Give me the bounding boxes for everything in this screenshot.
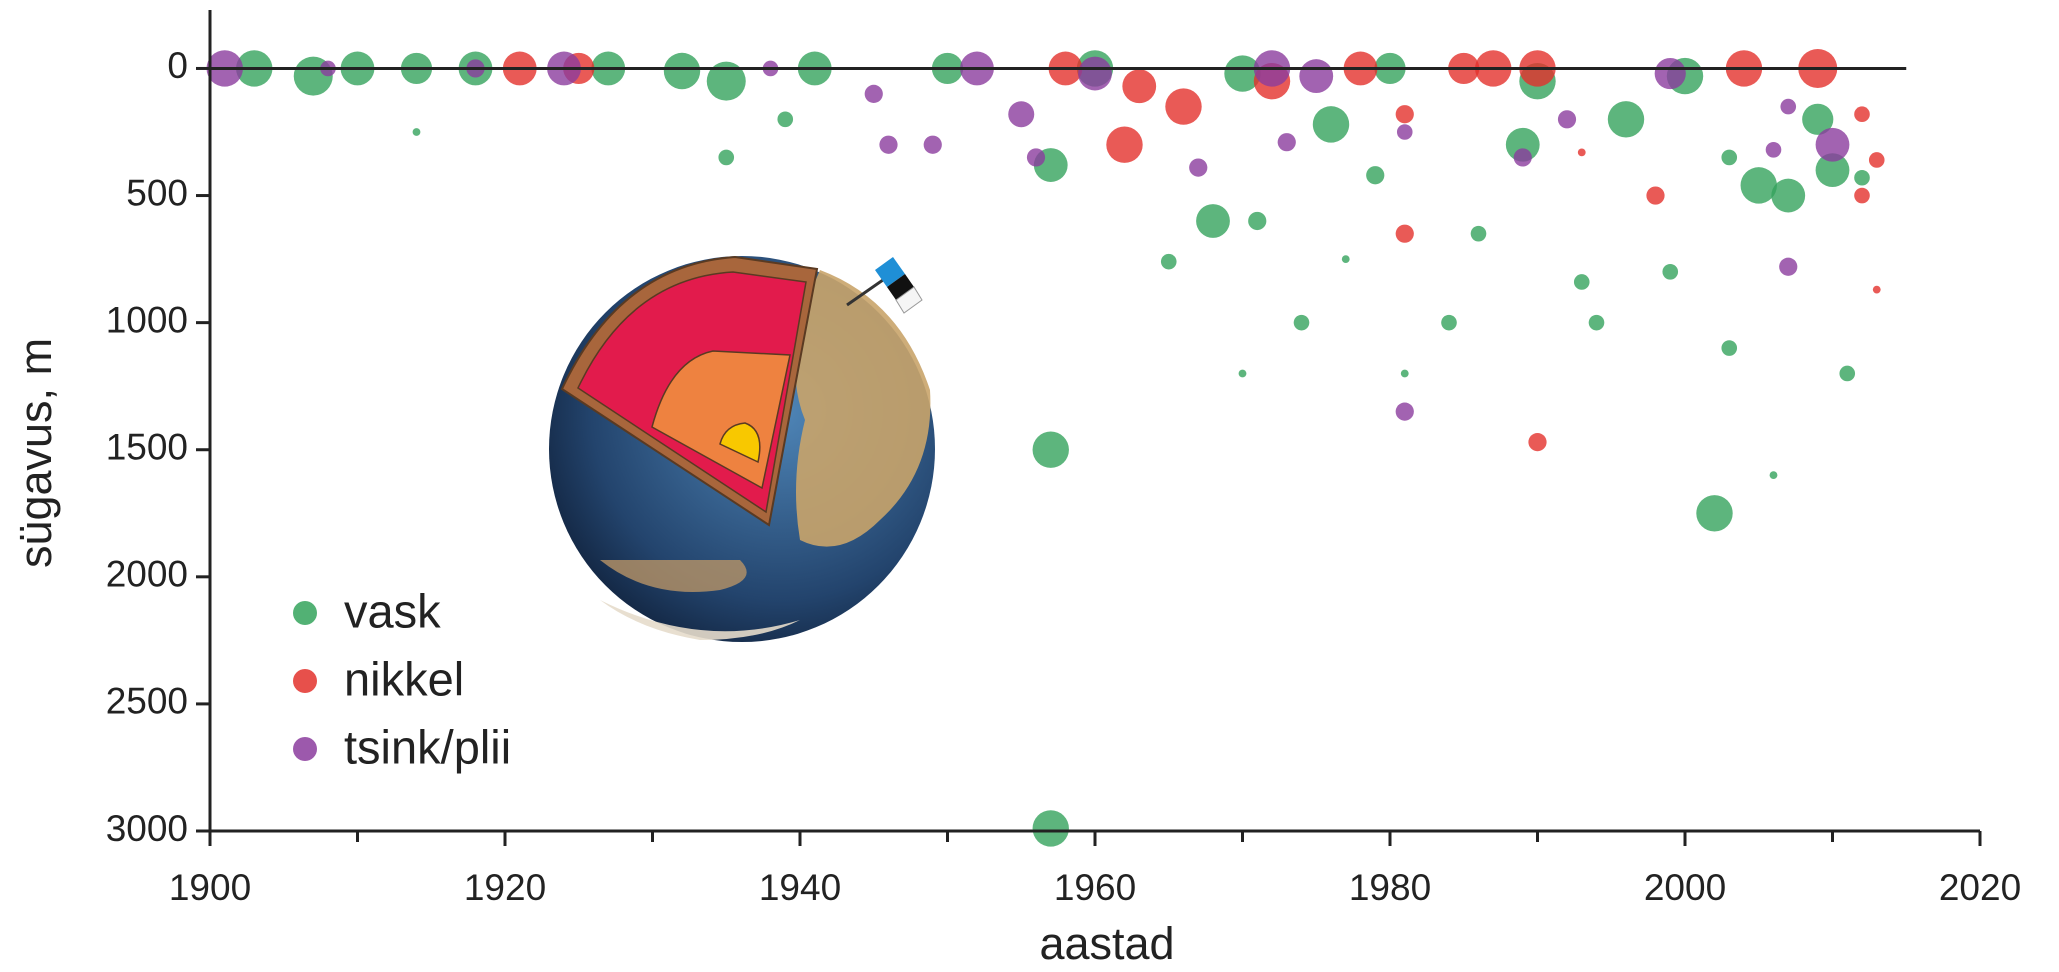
bubble — [1589, 315, 1605, 331]
bubble — [1441, 315, 1457, 331]
chart: aastad sügavus, m 0 500 1000 1500 2000 2500 30… — [0, 0, 2059, 972]
bubble — [413, 128, 421, 136]
bubble — [1122, 69, 1156, 103]
bubble — [1854, 106, 1870, 122]
bubble — [1854, 170, 1870, 186]
bubble — [1248, 212, 1266, 230]
legend-marker — [293, 669, 317, 693]
bubble — [865, 85, 883, 103]
bubble — [1873, 286, 1881, 294]
bubble — [924, 136, 942, 154]
legend-marker — [293, 737, 317, 761]
bubble — [777, 111, 793, 127]
bubble — [1662, 264, 1678, 280]
bubble — [1854, 188, 1870, 204]
bubble — [1741, 167, 1777, 203]
bubble — [1396, 403, 1414, 421]
bubble — [1780, 99, 1796, 115]
legend-label: nikkel — [344, 652, 464, 705]
y-tick-label: 3000 — [106, 808, 188, 849]
page: {"chart_data": {"type": "scatter", "x_la… — [0, 0, 2059, 972]
y-tick-label: 1000 — [106, 299, 188, 340]
globe-illustration — [549, 256, 935, 642]
bubble — [1578, 148, 1586, 156]
bubble — [1396, 225, 1414, 243]
bubble — [1299, 59, 1333, 93]
bubble — [1294, 315, 1310, 331]
y-tick-label: 2500 — [106, 681, 188, 722]
bubble — [1770, 471, 1778, 479]
x-tick-label: 1920 — [464, 867, 546, 908]
y-tick-label: 1500 — [106, 427, 188, 468]
legend-label: tsink/plii — [344, 720, 511, 773]
bubble — [1655, 58, 1686, 89]
bubble — [1696, 495, 1732, 531]
bubble — [1869, 152, 1885, 168]
y-tick-label: 0 — [167, 45, 188, 86]
bubble — [718, 150, 734, 166]
bubble — [1313, 106, 1349, 142]
y-tick-label: 500 — [126, 172, 188, 213]
bubble — [1342, 255, 1350, 263]
bubble — [1471, 226, 1487, 242]
bubble — [1189, 158, 1207, 176]
x-tick-label: 2000 — [1644, 867, 1726, 908]
bubble — [1196, 204, 1230, 238]
bubble — [1528, 433, 1546, 451]
bubble — [1558, 110, 1576, 128]
bubble — [1027, 148, 1045, 166]
legend-marker — [293, 601, 317, 625]
bubble — [1574, 274, 1590, 290]
bubble — [1033, 810, 1069, 846]
bubble — [1514, 148, 1532, 166]
bubble — [1106, 127, 1142, 163]
legend-label: vask — [344, 584, 441, 637]
bubble — [1239, 370, 1247, 378]
x-tick-label: 1980 — [1349, 867, 1431, 908]
bubble — [1646, 186, 1664, 204]
bubble — [664, 53, 700, 89]
x-tick-label: 2020 — [1939, 867, 2021, 908]
bubble — [1397, 124, 1413, 140]
bubble — [1033, 432, 1069, 468]
bubble — [1839, 366, 1855, 382]
bubble — [1721, 340, 1737, 356]
x-tick-label: 1900 — [169, 867, 251, 908]
bubble — [1721, 150, 1737, 166]
bubble — [1396, 105, 1414, 123]
bubble — [1278, 133, 1296, 151]
bubble — [1008, 101, 1034, 127]
bubble — [1161, 254, 1177, 270]
x-tick-label: 1940 — [759, 867, 841, 908]
x-tick-label: 1960 — [1054, 867, 1136, 908]
bubble — [1771, 179, 1805, 213]
x-axis-label: aastad — [1039, 918, 1174, 969]
bubble — [1401, 370, 1409, 378]
bubble — [1779, 258, 1797, 276]
bubble — [1816, 128, 1850, 162]
bubble — [1078, 57, 1112, 91]
bubble — [1766, 142, 1782, 158]
y-axis-label: sügavus, m — [10, 338, 61, 568]
bubble — [1608, 101, 1644, 137]
bubble — [1165, 88, 1201, 124]
bubble — [879, 136, 897, 154]
bubble — [1366, 166, 1384, 184]
y-tick-label: 2000 — [106, 554, 188, 595]
